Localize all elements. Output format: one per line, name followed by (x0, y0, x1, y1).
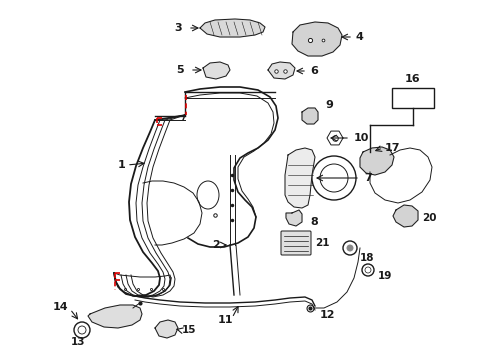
Text: 16: 16 (405, 74, 420, 84)
Text: 20: 20 (421, 213, 436, 223)
Text: 2: 2 (212, 240, 220, 250)
Text: 10: 10 (353, 133, 368, 143)
Text: 13: 13 (71, 337, 85, 347)
FancyBboxPatch shape (281, 231, 310, 255)
Text: 6: 6 (309, 66, 317, 76)
Text: 14: 14 (52, 302, 68, 312)
Polygon shape (200, 19, 264, 37)
Text: 21: 21 (314, 238, 329, 248)
Circle shape (346, 245, 352, 251)
Text: 17: 17 (384, 143, 400, 153)
Polygon shape (285, 148, 314, 208)
Text: 9: 9 (325, 100, 332, 110)
Polygon shape (392, 205, 417, 227)
Polygon shape (359, 147, 393, 175)
Text: 18: 18 (359, 253, 374, 263)
Text: 1: 1 (117, 160, 125, 170)
Polygon shape (203, 62, 229, 79)
Bar (391, 88, 433, 108)
Text: 5: 5 (176, 65, 183, 75)
Polygon shape (285, 210, 302, 226)
Text: 11: 11 (217, 315, 232, 325)
Polygon shape (88, 305, 142, 328)
Polygon shape (267, 62, 294, 79)
Text: 12: 12 (319, 310, 335, 320)
Polygon shape (302, 108, 317, 124)
Text: 19: 19 (377, 271, 391, 281)
Polygon shape (291, 22, 341, 56)
Text: 8: 8 (309, 217, 317, 227)
Text: 3: 3 (174, 23, 182, 33)
Text: 7: 7 (363, 173, 371, 183)
Polygon shape (155, 320, 178, 338)
Text: 15: 15 (182, 325, 196, 335)
Text: 4: 4 (355, 32, 363, 42)
